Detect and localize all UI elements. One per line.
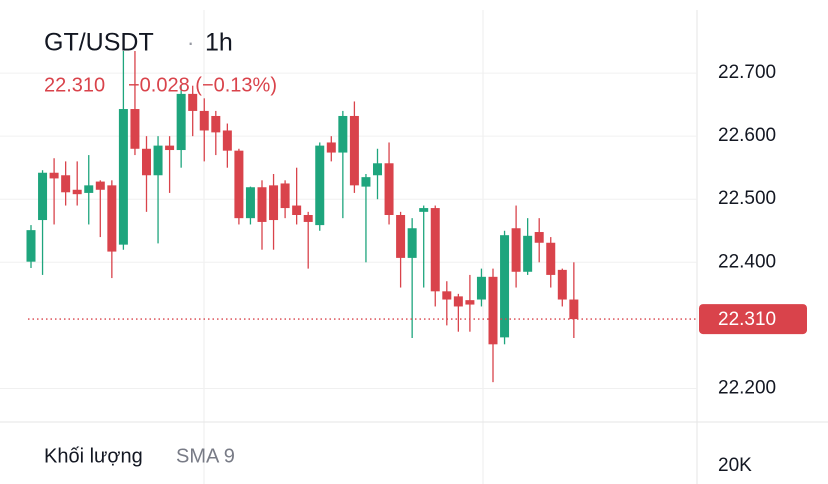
interval: 1h bbox=[205, 29, 233, 57]
y-tick-label: 22.600 bbox=[718, 125, 776, 146]
candle-body bbox=[49, 172, 59, 179]
candles bbox=[26, 51, 579, 383]
candle-body bbox=[142, 148, 151, 176]
candle-body bbox=[280, 183, 290, 209]
candle-body bbox=[257, 187, 267, 222]
candle-body bbox=[118, 109, 128, 245]
candle-body bbox=[326, 142, 336, 153]
candle-body bbox=[500, 235, 510, 338]
candle-body bbox=[211, 115, 221, 133]
volume-title: Khối lượng bbox=[44, 445, 143, 467]
candle-body bbox=[442, 291, 452, 300]
candle-body bbox=[476, 276, 486, 300]
candle-body bbox=[373, 163, 382, 176]
y-tick-label: 22.700 bbox=[718, 62, 776, 83]
candle-body bbox=[153, 145, 163, 176]
candle-body bbox=[419, 208, 429, 212]
y-tick-label: 22.500 bbox=[718, 188, 776, 209]
candle-body bbox=[26, 230, 36, 262]
y-tick-label: 22.200 bbox=[718, 377, 776, 398]
volume-indicator: SMA 9 bbox=[176, 445, 235, 467]
chart-title: GT/USDT bbox=[44, 29, 154, 57]
candle-body bbox=[569, 299, 579, 320]
price-label: 22.310 bbox=[44, 74, 105, 96]
candle-body bbox=[349, 115, 359, 186]
candle-body bbox=[95, 181, 105, 190]
volume-tick-label: 20K bbox=[718, 455, 752, 476]
candle-body bbox=[165, 145, 175, 151]
candle-body bbox=[269, 185, 279, 221]
candle-body bbox=[557, 269, 567, 300]
candle-body bbox=[430, 208, 440, 292]
candle-body bbox=[465, 300, 475, 305]
candle-body bbox=[188, 93, 198, 111]
overlay: 22.700 22.600 22.500 22.400 22.200 22.310 bbox=[28, 62, 807, 398]
change-label: −0.028 (−0.13%) bbox=[128, 74, 277, 96]
candle-body bbox=[38, 172, 48, 221]
candle-body bbox=[511, 228, 521, 272]
candle-body bbox=[199, 110, 209, 131]
candle-body bbox=[453, 296, 463, 307]
candle-body bbox=[407, 228, 417, 258]
candle-body bbox=[315, 145, 325, 226]
candle-body bbox=[488, 276, 498, 345]
candle-body bbox=[384, 163, 394, 215]
candle-body bbox=[245, 187, 255, 219]
candle-body bbox=[84, 185, 94, 193]
candle-body bbox=[292, 205, 302, 215]
candle-body bbox=[534, 232, 544, 243]
candle-body bbox=[303, 215, 313, 222]
candle-body bbox=[176, 93, 186, 151]
candle-body bbox=[523, 235, 533, 272]
last-price-badge bbox=[699, 304, 807, 335]
y-tick-label: 22.400 bbox=[718, 251, 776, 272]
candle-body bbox=[338, 115, 348, 153]
last-price-label: 22.310 bbox=[718, 309, 776, 330]
candle-body bbox=[72, 189, 82, 195]
candle-body bbox=[130, 109, 140, 149]
candle-body bbox=[546, 242, 556, 275]
candle-body bbox=[61, 175, 71, 193]
candle-body bbox=[361, 177, 371, 187]
candle-body bbox=[107, 185, 117, 252]
separator: · bbox=[187, 30, 194, 55]
candle-body bbox=[222, 130, 232, 151]
grid bbox=[0, 72, 697, 389]
candle-body bbox=[234, 150, 244, 219]
candle-body bbox=[396, 215, 406, 258]
